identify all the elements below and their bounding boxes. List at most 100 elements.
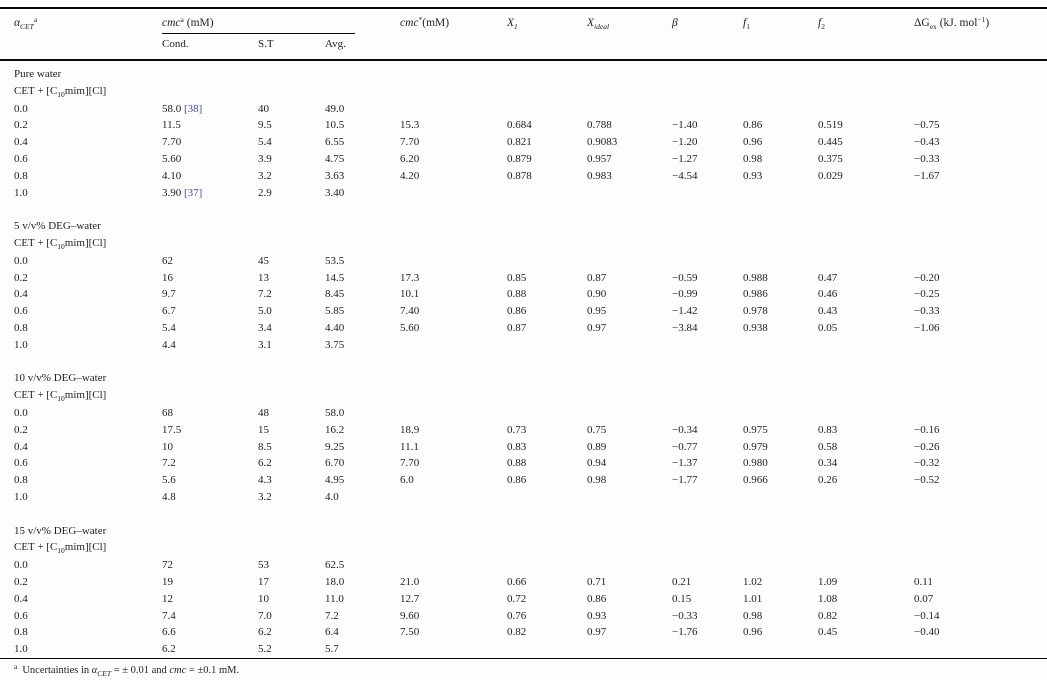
- beta-value: −1.42: [672, 305, 698, 318]
- cmc-star-value: 6.20: [400, 152, 420, 165]
- cmc-avg-value: 6.4: [325, 626, 339, 639]
- col-header-cond: Cond.: [162, 38, 189, 50]
- cmc-avg-value: 53.5: [325, 254, 345, 267]
- cmc-star-value: 12.7: [400, 592, 420, 605]
- table-header-row-1: αCETa cmca (mM) cmc*(mM) X1 Xideal β f1 …: [0, 8, 1047, 34]
- alpha-cet-value: 0.8: [14, 169, 28, 182]
- f1-value: 0.938: [743, 321, 768, 334]
- f2-symbol: f: [818, 17, 822, 29]
- x-ideal-value: 0.71: [587, 575, 607, 588]
- x-ideal-value: 0.94: [587, 457, 607, 470]
- dg-ex-value: [914, 489, 1047, 506]
- alpha-cet-value: 0.2: [14, 119, 28, 132]
- dg-ex-value: −0.25: [914, 288, 940, 301]
- cmc-group-unit: (mM): [183, 17, 214, 29]
- cmc-star-value: 7.50: [400, 626, 420, 639]
- beta-value: −3.84: [672, 321, 698, 334]
- x-ideal-value: [587, 253, 672, 270]
- cmc-cond-value: 62: [162, 254, 173, 267]
- dg-ex-value: −0.33: [914, 305, 940, 318]
- x1-value: 0.82: [507, 626, 527, 639]
- dg-ex-value: −1.06: [914, 321, 940, 334]
- data-row: 0.8 6.6 6.2 6.4 7.50 0.82 0.97 −1.76 0.96 0.45 −0.…: [0, 624, 1047, 641]
- data-row: 0.4 10 8.5 9.25 11.1 0.83 0.89 −0.77 0.979 0.58 −0…: [0, 439, 1047, 456]
- dg-ex-subscript: ex: [929, 22, 937, 31]
- beta-value: −1.76: [672, 626, 698, 639]
- f2-value: 1.09: [818, 575, 838, 588]
- alpha-cet-value: 0.2: [14, 271, 28, 284]
- data-row: 0.0 68 48 58.0: [0, 405, 1047, 422]
- x-ideal-value: [587, 405, 672, 422]
- x1-value: [507, 557, 587, 574]
- alpha-cet-value: 0.4: [14, 440, 28, 453]
- x1-value: 0.72: [507, 592, 527, 605]
- cmc-star-unit: (mM): [422, 17, 450, 29]
- cmc-st-value: 3.2: [258, 490, 272, 503]
- cmc-star-value: 15.3: [400, 119, 420, 132]
- cmc-st-value: 5.0: [258, 305, 272, 318]
- dg-ex-value: [914, 405, 1047, 422]
- data-row: 0.6 7.2 6.2 6.70 7.70 0.88 0.94 −1.37 0.980 0.34 −…: [0, 455, 1047, 472]
- table-header-row-2: Cond. S.T Avg.: [0, 34, 1047, 60]
- cmc-star-value: 10.1: [400, 288, 420, 301]
- dg-ex-value: [914, 185, 1047, 202]
- cmc-cond-value: 4.4: [162, 338, 176, 351]
- footnote-text-mid: = ± 0.01 and: [111, 664, 170, 676]
- cmc-avg-value: 3.63: [325, 169, 345, 182]
- cmc-st-value: 9.5: [258, 119, 272, 132]
- beta-value: −1.40: [672, 119, 698, 132]
- cmc-avg-value: 9.25: [325, 440, 345, 453]
- cmc-avg-value: 16.2: [325, 423, 345, 436]
- x1-value: 0.85: [507, 271, 527, 284]
- cmc-st-value: 15: [258, 423, 269, 436]
- col-header-cmc-group: cmca (mM): [162, 8, 400, 34]
- f1-value: 0.978: [743, 305, 768, 318]
- f1-symbol: f: [743, 17, 747, 29]
- data-row: 0.4 9.7 7.2 8.45 10.1 0.88 0.90 −0.99 0.986 0.46 −…: [0, 286, 1047, 303]
- system-label: CET + [C10mim][Cl]: [0, 235, 1047, 253]
- beta-value: −1.37: [672, 457, 698, 470]
- f2-value: [818, 185, 914, 202]
- cmc-avg-value: 11.0: [325, 592, 344, 605]
- x-ideal-value: [587, 185, 672, 202]
- cmc-cond-value: 10: [162, 440, 173, 453]
- f2-value: 0.43: [818, 305, 838, 318]
- x1-value: 0.88: [507, 288, 527, 301]
- data-row: 0.2 11.5 9.5 10.5 15.3 0.684 0.788 −1.40 0.86 0.5…: [0, 117, 1047, 134]
- f1-value: 1.02: [743, 575, 763, 588]
- x1-value: 0.83: [507, 440, 527, 453]
- x1-value: [507, 185, 587, 202]
- citation-link[interactable]: [38]: [184, 102, 203, 115]
- data-row: 0.6 6.7 5.0 5.85 7.40 0.86 0.95 −1.42 0.978 0.43 −…: [0, 303, 1047, 320]
- dg-ex-value: −1.67: [914, 169, 940, 182]
- cmc-cond-value: 5.6: [162, 474, 176, 487]
- beta-value: 0.15: [672, 592, 692, 605]
- x1-value: 0.66: [507, 575, 527, 588]
- f2-value: 0.58: [818, 440, 838, 453]
- cmc-star-value: 7.40: [400, 305, 420, 318]
- x-ideal-value: 0.97: [587, 321, 607, 334]
- x1-value: [507, 337, 587, 354]
- cmc-star-value: [400, 253, 507, 270]
- citation-link[interactable]: [37]: [184, 186, 203, 199]
- alpha-footnote-marker: a: [33, 15, 38, 24]
- section-solvent-row: 5 v/v% DEG–water: [0, 218, 1047, 235]
- cmc-st-value: 17: [258, 575, 269, 588]
- x1-value: [507, 101, 587, 118]
- f2-value: 0.45: [818, 626, 838, 639]
- dg-ex-value: [914, 253, 1047, 270]
- dg-ex-value: −0.16: [914, 423, 940, 436]
- cmc-cond-value: 6.7: [162, 305, 176, 318]
- x1-value: [507, 489, 587, 506]
- cmc-group-footnote-marker: a: [180, 15, 184, 24]
- f1-value: [743, 641, 818, 658]
- section-system-row: CET + [C10mim][Cl]: [0, 235, 1047, 253]
- f1-value: 0.986: [743, 288, 768, 301]
- alpha-cet-value: 0.4: [14, 136, 28, 149]
- cmc-st-value: 2.9: [258, 186, 272, 199]
- x1-value: 0.86: [507, 305, 527, 318]
- x1-value: 0.88: [507, 457, 527, 470]
- beta-value: [672, 101, 743, 118]
- system-label: CET + [C10mim][Cl]: [0, 539, 1047, 557]
- x-ideal-value: 0.788: [587, 119, 612, 132]
